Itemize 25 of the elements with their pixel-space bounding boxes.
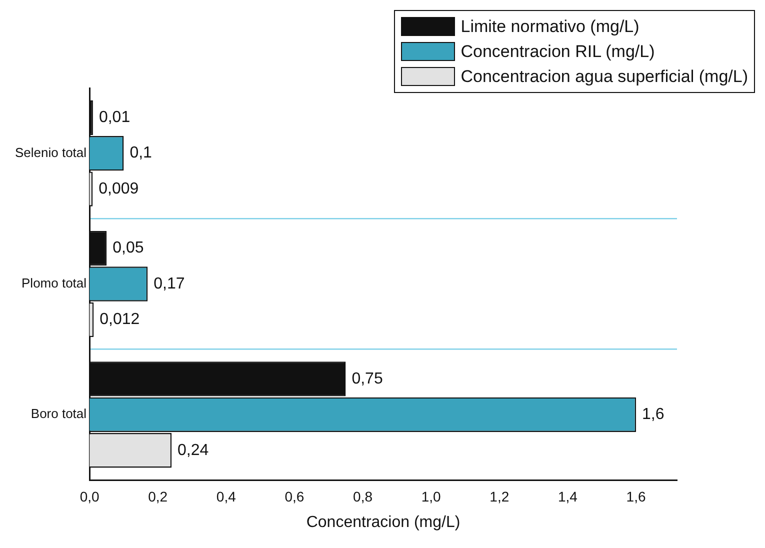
data-label: 0,24 <box>178 442 209 459</box>
x-tick-label: 0,2 <box>148 488 168 504</box>
x-axis-title: Concentracion (mg/L) <box>306 514 460 531</box>
data-label: 1,6 <box>642 406 664 424</box>
x-tick-label: 0,8 <box>353 488 373 504</box>
legend-label: Concentracion agua superficial (mg/L) <box>460 66 748 88</box>
y-tick-label: Selenio total <box>14 144 87 160</box>
data-label: 0,1 <box>130 144 152 162</box>
data-label: 0,012 <box>100 311 140 328</box>
data-label: 0,75 <box>352 370 383 388</box>
data-label: 0,01 <box>98 109 130 126</box>
data-label: 0,05 <box>112 240 144 257</box>
data-label: 0,009 <box>98 180 139 198</box>
data-label: 0,17 <box>154 275 185 292</box>
x-tick-label: 1,0 <box>421 488 442 504</box>
x-tick-label: 1,6 <box>626 488 646 504</box>
x-tick-label: 0,4 <box>216 488 236 504</box>
y-tick-label: Boro total <box>30 406 87 422</box>
y-tick-label: Plomo total <box>22 276 87 291</box>
x-tick-label: 0,0 <box>80 488 100 504</box>
legend-label: Concentracion RIL (mg/L) <box>460 41 655 63</box>
legend-label: Limite normativo (mg/L) <box>460 16 640 38</box>
x-tick-label: 1,2 <box>490 488 510 504</box>
x-tick-label: 1,4 <box>558 488 578 504</box>
x-tick-label: 0,6 <box>284 488 304 504</box>
